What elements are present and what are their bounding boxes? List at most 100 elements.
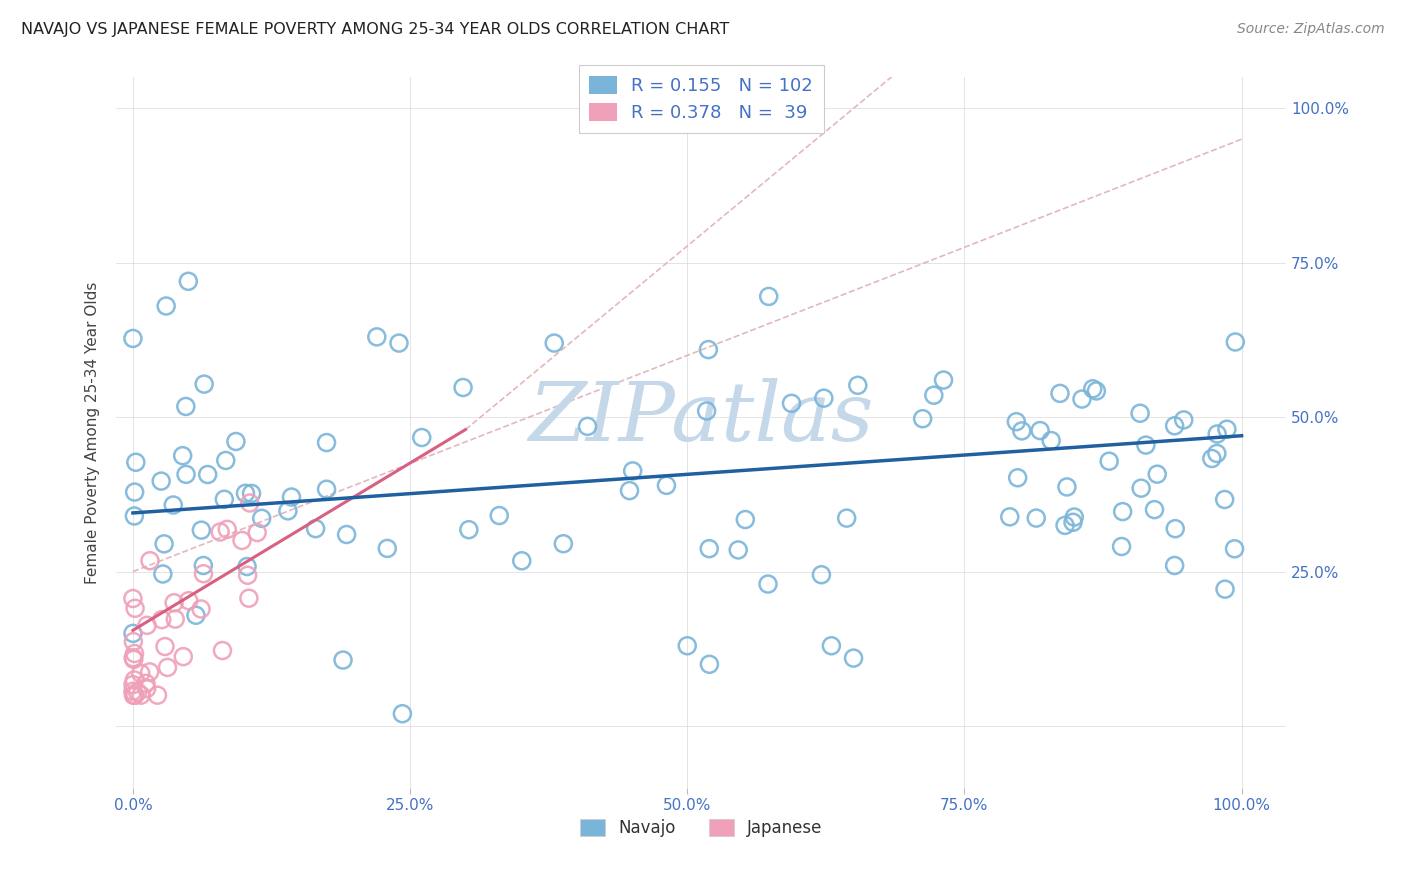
Point [231,533,253,548]
Point [122,688,145,702]
Point [676,639,699,653]
Point [1005,415,1028,429]
Point [813,391,835,405]
Point [619,483,641,498]
Point [190,523,212,537]
Point [250,511,273,525]
Point [758,289,780,303]
Point [190,602,212,616]
Point [998,509,1021,524]
Point [1164,522,1187,536]
Point [1173,413,1195,427]
Point [172,449,194,463]
Point [239,496,262,510]
Point [155,299,177,313]
Point [734,512,756,526]
Point [1040,434,1063,448]
Point [174,400,197,414]
Point [1029,424,1052,438]
Point [122,652,145,666]
Point [135,676,157,690]
Point [697,343,720,357]
Point [177,593,200,607]
Point [1025,511,1047,525]
Point [1205,446,1227,460]
Point [1216,422,1239,436]
Point [215,453,238,467]
Point [780,396,803,410]
Point [1056,480,1078,494]
Point [1011,424,1033,438]
Point [1063,510,1085,524]
Point [932,373,955,387]
Point [163,596,186,610]
Point [1085,384,1108,398]
Point [411,430,433,444]
Y-axis label: Female Poverty Among 25-34 Year Olds: Female Poverty Among 25-34 Year Olds [86,282,100,584]
Point [388,336,411,351]
Point [332,653,354,667]
Point [1135,438,1157,452]
Point [366,330,388,344]
Point [451,380,474,394]
Point [193,566,215,581]
Point [162,498,184,512]
Point [277,504,299,518]
Point [1163,558,1185,573]
Text: NAVAJO VS JAPANESE FEMALE POVERTY AMONG 25-34 YEAR OLDS CORRELATION CHART: NAVAJO VS JAPANESE FEMALE POVERTY AMONG … [21,22,730,37]
Point [135,681,157,696]
Point [911,411,934,425]
Point [699,657,721,672]
Point [1201,451,1223,466]
Point [124,673,146,687]
Point [153,537,176,551]
Point [184,608,207,623]
Point [727,543,749,558]
Point [697,541,720,556]
Text: Source: ZipAtlas.com: Source: ZipAtlas.com [1237,22,1385,37]
Point [553,537,575,551]
Point [246,525,269,540]
Point [124,688,146,702]
Point [124,601,146,615]
Point [543,336,565,351]
Point [124,485,146,500]
Point [391,706,413,721]
Point [315,482,337,496]
Point [146,688,169,702]
Point [156,660,179,674]
Point [336,527,359,541]
Point [1062,515,1084,529]
Point [122,331,145,345]
Point [488,508,510,523]
Point [1130,481,1153,495]
Point [127,685,149,699]
Point [810,567,832,582]
Point [1111,540,1133,554]
Point [172,649,194,664]
Point [1081,382,1104,396]
Point [211,643,233,657]
Point [1146,467,1168,482]
Point [124,647,146,661]
Point [1213,582,1236,597]
Point [197,467,219,482]
Point [129,688,152,702]
Point [621,464,644,478]
Point [696,404,718,418]
Point [124,688,146,702]
Point [217,522,239,536]
Point [375,541,398,556]
Point [304,522,326,536]
Point [240,486,263,500]
Point [846,378,869,392]
Point [122,591,145,606]
Point [153,640,176,654]
Point [225,434,247,449]
Text: ZIPatlas: ZIPatlas [529,378,875,458]
Point [150,613,173,627]
Point [193,377,215,392]
Point [835,511,858,525]
Point [214,492,236,507]
Point [280,490,302,504]
